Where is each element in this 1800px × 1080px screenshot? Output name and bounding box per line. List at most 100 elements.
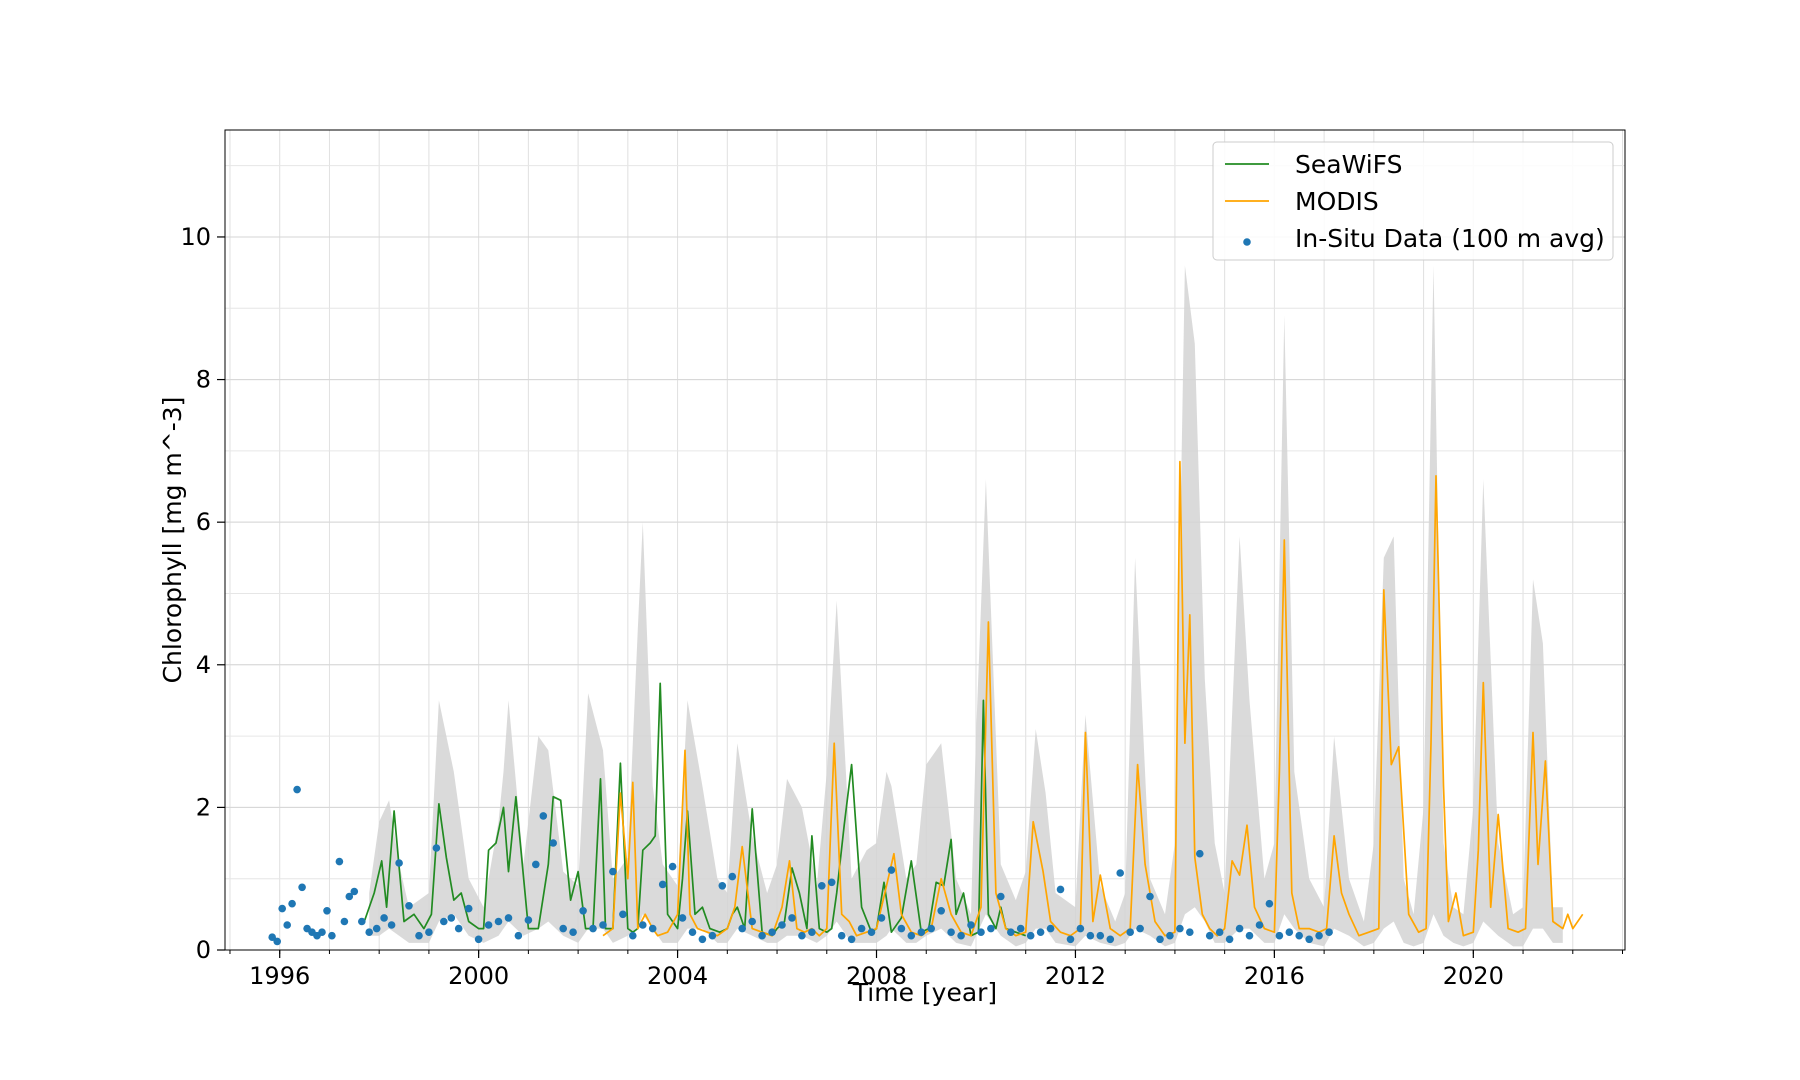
in-situ-point xyxy=(947,928,955,936)
series-layer xyxy=(363,460,1584,937)
in-situ-point xyxy=(778,921,786,929)
in-situ-point xyxy=(937,907,945,915)
in-situ-point xyxy=(678,914,687,922)
in-situ-point xyxy=(827,878,836,887)
in-situ-point xyxy=(1096,931,1105,940)
plot-frame xyxy=(224,129,1626,951)
in-situ-point xyxy=(579,907,587,915)
in-situ-point xyxy=(1076,924,1085,933)
in-situ-point xyxy=(1255,921,1264,929)
in-situ-point xyxy=(818,882,826,890)
in-situ-point xyxy=(569,928,577,936)
in-situ-point xyxy=(897,924,906,933)
in-situ-point xyxy=(1205,931,1214,940)
in-situ-point xyxy=(395,859,403,867)
in-situ-point xyxy=(559,924,567,933)
in-situ-point xyxy=(1315,931,1323,940)
in-situ-point xyxy=(619,910,627,919)
x-tick-label: 2012 xyxy=(1045,962,1106,990)
in-situ-point xyxy=(1305,935,1313,944)
in-situ-point xyxy=(668,862,677,871)
in-situ-point xyxy=(1086,931,1095,940)
in-situ-point xyxy=(927,924,935,933)
x-tick-label: 2020 xyxy=(1443,962,1504,990)
in-situ-point xyxy=(1126,928,1134,936)
modis-line xyxy=(602,460,1584,937)
in-situ-point xyxy=(1066,935,1075,944)
in-situ-point xyxy=(987,924,995,933)
in-situ-point xyxy=(788,914,796,922)
in-situ-point xyxy=(907,931,916,940)
in-situ-point xyxy=(1275,931,1284,940)
in-situ-point xyxy=(1235,924,1244,933)
in-situ-point xyxy=(808,928,816,936)
x-tick-label: 2008 xyxy=(846,962,907,990)
in-situ-point xyxy=(474,935,483,944)
in-situ-point xyxy=(335,857,344,866)
in-situ-point xyxy=(318,928,326,936)
in-situ-point xyxy=(1136,924,1144,933)
in-situ-point xyxy=(283,921,292,929)
in-situ-point xyxy=(432,844,441,852)
in-situ-point xyxy=(1106,935,1115,944)
in-situ-point xyxy=(273,937,282,946)
in-situ-point xyxy=(405,902,413,910)
x-tick-label: 2000 xyxy=(448,962,509,990)
in-situ-point xyxy=(718,882,727,890)
in-situ-point xyxy=(1166,931,1174,940)
in-situ-point xyxy=(293,785,301,794)
in-situ-point xyxy=(708,931,717,940)
in-situ-point xyxy=(1325,928,1333,936)
y-tick-label: 0 xyxy=(196,936,211,964)
in-situ-point xyxy=(380,914,388,922)
in-situ-point xyxy=(887,866,896,874)
in-situ-point xyxy=(447,914,456,922)
seawifs-line xyxy=(363,682,1026,937)
in-situ-point xyxy=(1007,928,1015,936)
in-situ-point xyxy=(798,931,806,940)
in-situ-point xyxy=(877,914,886,922)
in-situ-point xyxy=(1215,928,1224,936)
in-situ-point xyxy=(658,880,667,889)
in-situ-point xyxy=(1116,869,1124,877)
y-axis-label: Chlorophyll [mg m^-3] xyxy=(158,397,187,684)
in-situ-point xyxy=(504,914,513,922)
x-tick-label: 2004 xyxy=(647,962,708,990)
in-situ-point xyxy=(977,928,985,936)
in-situ-point xyxy=(484,921,493,929)
axis-ticks: 1996 2000 2004 2008 2012 2016 2020 0 2 4 6 8 10 xyxy=(180,223,1624,990)
in-situ-point xyxy=(1026,931,1035,940)
in-situ-point xyxy=(957,931,965,940)
in-situ-point xyxy=(1186,928,1194,936)
in-situ-point xyxy=(1156,935,1164,944)
in-situ-point xyxy=(350,887,359,896)
in-situ-point xyxy=(328,931,336,940)
in-situ-point xyxy=(768,928,776,936)
legend: SeaWiFS MODIS In-Situ Data (100 m avg) xyxy=(1212,141,1614,261)
in-situ-point xyxy=(1225,935,1234,944)
in-situ-point xyxy=(288,899,296,908)
in-situ-point xyxy=(1046,924,1055,933)
y-tick-label: 2 xyxy=(196,793,211,821)
y-tick-label: 4 xyxy=(196,651,211,679)
in-situ-point xyxy=(837,931,846,940)
in-situ-point xyxy=(323,907,331,915)
in-situ-point xyxy=(867,928,876,936)
in-situ-point xyxy=(1265,899,1274,908)
legend-label: In-Situ Data (100 m avg) xyxy=(1295,224,1605,253)
in-situ-point xyxy=(688,928,697,936)
in-situ-point xyxy=(648,924,657,933)
uncertainty-band-area xyxy=(369,265,1563,947)
legend-label: MODIS xyxy=(1295,187,1379,216)
in-situ-point xyxy=(539,812,548,820)
in-situ-point xyxy=(454,924,463,933)
in-situ-point xyxy=(1196,849,1204,858)
x-tick-label: 1996 xyxy=(249,962,310,990)
legend-box xyxy=(1212,141,1614,261)
in-situ-point xyxy=(549,839,557,847)
in-situ-point xyxy=(268,933,277,941)
in-situ-point xyxy=(278,904,287,913)
y-tick-label: 8 xyxy=(196,366,211,394)
in-situ-point xyxy=(425,928,433,936)
